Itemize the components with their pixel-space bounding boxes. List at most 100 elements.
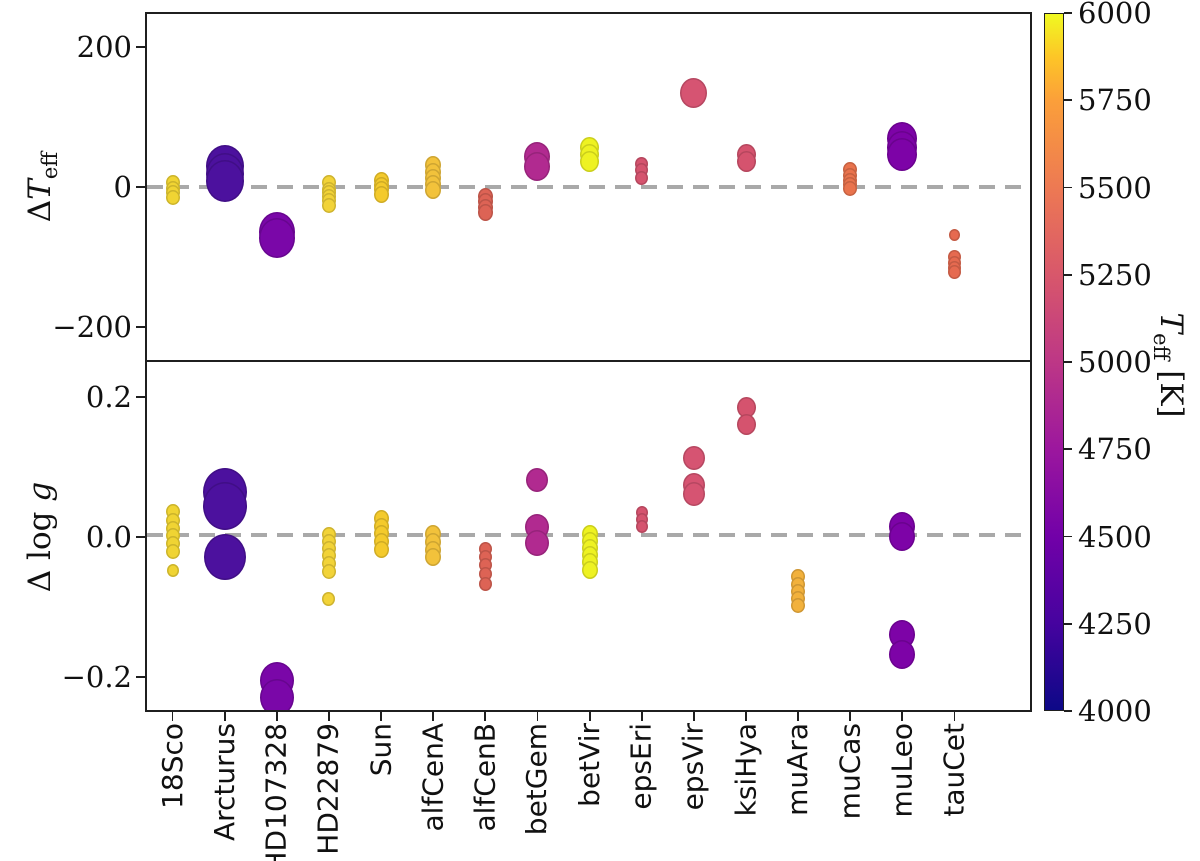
x-category-text: 18Sco <box>155 723 189 809</box>
colorbar-label-subscript: eff <box>1148 333 1173 361</box>
x-category-text: epsVir <box>676 723 710 811</box>
x-category-text: tauCet <box>937 723 971 817</box>
x-category-text: Arcturus <box>207 723 241 842</box>
data-point-tauCet <box>949 228 961 241</box>
data-point-Arcturus <box>205 160 244 203</box>
data-point-epsVir <box>682 482 705 507</box>
x-category-text: ksiHya <box>729 723 762 817</box>
data-point-muLeo <box>887 138 918 172</box>
x-tick-mark <box>745 712 747 721</box>
y-tick-label: −200 <box>52 310 132 344</box>
x-category-text: betGem <box>520 723 554 836</box>
colorbar-tick-mark <box>1064 12 1072 14</box>
y-tick-label: −0.2 <box>61 660 132 694</box>
x-tick-mark <box>536 712 539 721</box>
ylabel-symbol: g <box>22 481 58 502</box>
colorbar-teff <box>1044 13 1064 711</box>
colorbar-label-symbol: T <box>1153 312 1189 334</box>
colorbar-tick-mark <box>1064 622 1072 625</box>
data-point-ksiHya <box>736 397 756 419</box>
colorbar-label-suffix: [K] <box>1153 360 1189 418</box>
x-tick-mark <box>171 712 174 721</box>
zero-reference-line <box>147 185 1030 189</box>
colorbar-tick-mark <box>1064 273 1072 276</box>
y-tick-mark <box>136 676 145 678</box>
colorbar-tick-label: 5500 <box>1078 170 1152 205</box>
colorbar-tick-label: 4500 <box>1078 519 1152 554</box>
data-point-epsEri <box>635 170 649 185</box>
x-tick-mark <box>432 712 435 721</box>
colorbar-tick-label: 4000 <box>1078 694 1152 728</box>
y-tick-mark <box>136 536 145 538</box>
data-point-alfCenB <box>477 203 493 221</box>
data-point-betGem <box>524 152 551 182</box>
x-tick-mark <box>901 712 904 721</box>
y-tick-label: 0 <box>113 170 132 204</box>
data-point-18Sco <box>165 543 180 559</box>
x-tick-mark <box>640 712 643 721</box>
data-point-betVir <box>580 150 600 172</box>
x-tick-mark <box>797 712 800 721</box>
data-point-muAra <box>791 598 806 614</box>
x-category-text: muAra <box>781 723 815 816</box>
colorbar-tick-label: 4750 <box>1078 432 1152 467</box>
x-tick-mark <box>380 712 382 721</box>
colorbar-tick-label: 5750 <box>1078 83 1152 118</box>
colorbar-tick-mark <box>1064 361 1072 363</box>
data-point-HD107328 <box>259 678 294 710</box>
data-point-alfCenA <box>425 180 442 199</box>
panel-delta-teff <box>145 12 1032 362</box>
data-point-HD107328 <box>258 218 295 259</box>
y-tick-label: 200 <box>76 30 132 64</box>
colorbar-tick-mark <box>1064 448 1072 451</box>
data-point-ksiHya <box>736 150 756 172</box>
data-point-epsVir <box>680 78 708 109</box>
x-tick-mark <box>953 712 956 721</box>
data-point-muLeo <box>889 639 916 669</box>
colorbar-tick-mark <box>1064 535 1072 538</box>
y-tick-mark <box>136 186 145 188</box>
y-tick-mark <box>136 326 145 328</box>
x-category-text: alfCenA <box>416 723 450 832</box>
x-tick-mark <box>484 712 487 721</box>
x-tick-mark <box>588 712 591 721</box>
x-tick-mark <box>692 712 695 721</box>
x-category-text: alfCenB <box>468 723 502 832</box>
x-tick-mark <box>328 712 330 721</box>
data-point-Sun <box>373 541 389 559</box>
y-tick-label: 0.0 <box>85 520 132 554</box>
data-point-Arcturus <box>202 481 247 530</box>
colorbar-tick-mark <box>1064 99 1072 102</box>
data-point-ksiHya <box>736 413 756 435</box>
data-point-betVir <box>581 561 598 579</box>
y-tick-label: 0.2 <box>85 380 132 414</box>
x-tick-mark <box>849 712 852 721</box>
data-point-HD22879 <box>321 197 336 213</box>
x-category-text: muCas <box>833 723 867 820</box>
y-tick-mark <box>136 46 145 48</box>
x-category-text: betVir <box>572 723 606 807</box>
colorbar-tick-label: 4250 <box>1078 606 1152 641</box>
data-point-HD22879 <box>321 563 336 579</box>
data-point-betGem <box>525 530 550 557</box>
panel-delta-logg <box>145 362 1032 712</box>
colorbar-tick-label: 5000 <box>1078 345 1152 379</box>
data-point-muCas <box>843 180 858 196</box>
y-tick-mark <box>136 396 145 398</box>
data-point-alfCenB <box>478 577 492 591</box>
data-point-betGem <box>526 468 549 493</box>
x-tick-mark <box>223 712 226 721</box>
x-category-text: HD107328 <box>259 723 293 861</box>
colorbar-tick-mark <box>1064 186 1072 189</box>
data-point-muLeo <box>889 521 916 551</box>
colorbar-tick-mark <box>1064 710 1072 712</box>
colorbar-tick-label: 6000 <box>1078 0 1152 30</box>
data-point-epsVir <box>682 446 705 470</box>
ylabel-prefix: Δ <box>22 199 58 223</box>
x-category-text: Sun <box>364 723 398 777</box>
data-point-HD22879 <box>322 592 336 607</box>
data-point-Arcturus <box>203 534 246 581</box>
data-point-18Sco <box>165 190 180 205</box>
data-point-alfCenA <box>425 548 442 567</box>
